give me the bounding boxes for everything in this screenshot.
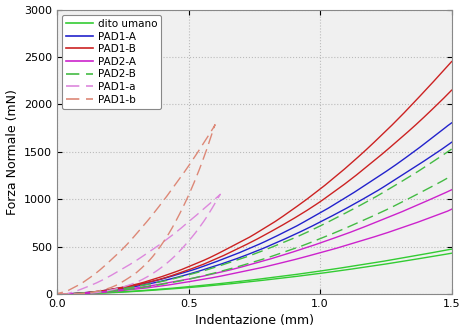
Y-axis label: Forza Normale (mN): Forza Normale (mN) (6, 89, 19, 215)
Legend: dito umano, PAD1-A, PAD1-B, PAD2-A, PAD2-B, PAD1-a, PAD1-b: dito umano, PAD1-A, PAD1-B, PAD2-A, PAD2… (62, 15, 161, 109)
X-axis label: Indentazione (mm): Indentazione (mm) (195, 314, 314, 327)
